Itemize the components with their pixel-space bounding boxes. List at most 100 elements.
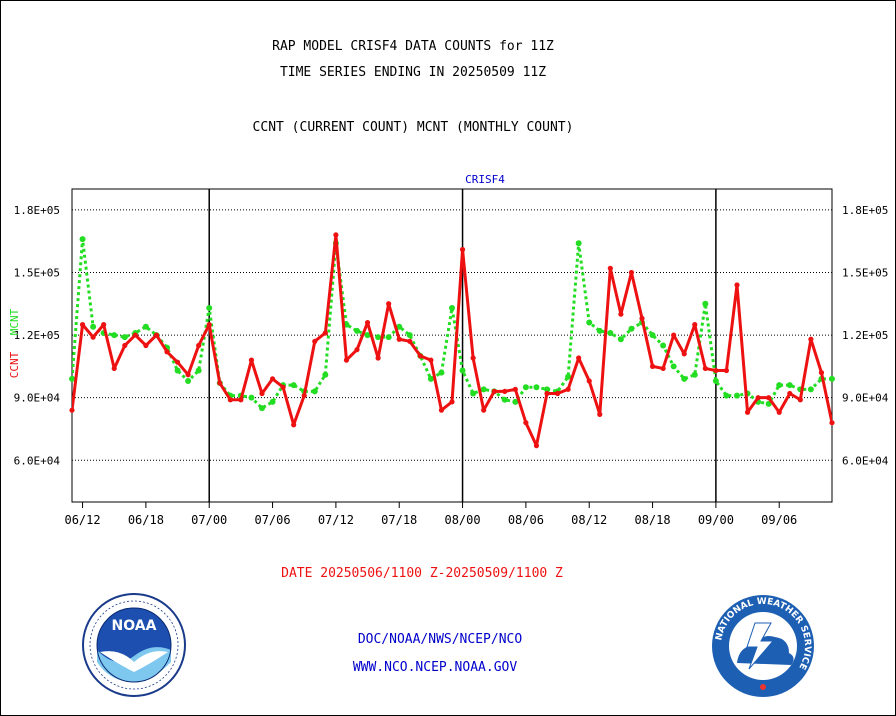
mcnt-point xyxy=(185,377,192,384)
mcnt-point xyxy=(174,367,181,374)
ccnt-point xyxy=(565,386,571,392)
mcnt-point xyxy=(480,386,487,393)
x-tick-label: 07/12 xyxy=(318,513,354,527)
mcnt-point xyxy=(121,334,128,341)
mcnt-point xyxy=(259,405,265,412)
ccnt-point xyxy=(628,269,635,276)
plot-title: CRISF4 xyxy=(465,173,505,186)
mcnt-point xyxy=(522,384,529,391)
mcnt-point xyxy=(385,334,392,341)
ccnt-point xyxy=(343,357,350,363)
ccnt-point xyxy=(481,407,487,413)
ccnt-point xyxy=(280,384,286,390)
ccnt-point xyxy=(79,322,86,328)
ccnt-point xyxy=(607,265,613,271)
x-tick-label: 08/00 xyxy=(444,513,480,527)
y-tick-right: 6.0E+04 xyxy=(842,454,889,467)
ccnt-point xyxy=(523,420,529,426)
y-tick-right: 9.0E+04 xyxy=(842,392,889,405)
mcnt-point xyxy=(459,367,466,374)
mcnt-point xyxy=(807,386,814,393)
ccnt-point xyxy=(396,336,402,342)
url-text[interactable]: WWW.NCO.NCEP.NOAA.GOV xyxy=(352,660,518,675)
mcnt-point xyxy=(712,377,719,384)
ccnt-line xyxy=(72,233,832,448)
mcnt-point xyxy=(734,392,740,399)
y-tick-left: 6.0E+04 xyxy=(14,454,61,467)
mcnt-point xyxy=(565,373,572,380)
mcnt-point xyxy=(290,382,297,389)
ccnt-point xyxy=(238,397,244,403)
mcnt-point xyxy=(449,304,455,311)
mcnt-point xyxy=(702,300,709,307)
x-tick-label: 07/00 xyxy=(191,513,227,527)
ccnt-point xyxy=(364,319,371,326)
mcnt-point xyxy=(660,342,667,349)
mcnt-point xyxy=(206,304,213,311)
ccnt-point xyxy=(692,322,698,328)
ccnt-point xyxy=(787,390,793,397)
ccnt-point xyxy=(818,370,825,376)
mcnt-point xyxy=(586,319,593,326)
title-line-2: TIME SERIES ENDING IN 20250509 11Z xyxy=(279,65,547,80)
ccnt-point xyxy=(776,409,782,415)
mcnt-point xyxy=(438,369,445,376)
x-tick-label: 08/18 xyxy=(634,513,670,527)
ccnt-point xyxy=(766,395,772,401)
mcnt-point xyxy=(544,386,550,393)
mcnt-point xyxy=(533,384,540,391)
ccnt-point xyxy=(533,443,540,449)
mcnt-point xyxy=(354,327,360,334)
ccnt-point xyxy=(829,420,835,426)
mcnt-point xyxy=(111,332,118,339)
ccnt-point xyxy=(723,367,730,374)
ccnt-point xyxy=(269,376,276,382)
ccnt-point xyxy=(713,367,719,374)
ccnt-point xyxy=(407,338,413,344)
mcnt-point xyxy=(142,323,149,330)
y-tick-left: 9.0E+04 xyxy=(14,392,61,405)
noaa-logo: NOAA xyxy=(82,593,186,697)
ccnt-point xyxy=(122,342,128,349)
ccnt-point xyxy=(322,330,328,336)
ccnt-point xyxy=(428,357,434,363)
ccnt-point xyxy=(512,386,518,392)
ccnt-point xyxy=(438,407,445,413)
ccnt-point xyxy=(375,355,381,361)
ccnt-point xyxy=(301,392,307,399)
mcnt-point xyxy=(776,382,783,389)
x-tick-label: 08/12 xyxy=(571,513,607,527)
y-label-mcnt: MCNT xyxy=(8,308,21,335)
mcnt-point xyxy=(501,396,508,403)
ccnt-point xyxy=(649,363,656,369)
ccnt-point xyxy=(291,422,297,428)
mcnt-point xyxy=(90,323,97,330)
y-tick-left: 1.8E+05 xyxy=(14,204,60,217)
mcnt-point xyxy=(670,363,677,370)
date-range: DATE 20250506/1100 Z-20250509/1100 Z xyxy=(281,566,563,581)
org-text: DOC/NOAA/NWS/NCEP/NCO xyxy=(357,632,523,647)
ccnt-point xyxy=(90,334,96,340)
ccnt-point xyxy=(312,338,318,344)
ccnt-point xyxy=(660,365,666,372)
mcnt-point xyxy=(691,371,698,378)
x-tick-label: 08/06 xyxy=(508,513,544,527)
ccnt-point xyxy=(755,395,761,401)
nws-logo: NATIONAL WEATHER SERVICE xyxy=(712,595,814,697)
y-tick-left: 1.2E+05 xyxy=(14,329,60,342)
ccnt-point xyxy=(174,359,181,365)
ccnt-point xyxy=(544,390,550,397)
ccnt-point xyxy=(449,399,455,405)
ccnt-point xyxy=(153,332,160,338)
ccnt-point xyxy=(502,388,508,395)
mcnt-point xyxy=(375,334,382,341)
mcnt-point xyxy=(681,375,688,382)
ccnt-point xyxy=(586,378,592,384)
ccnt-point xyxy=(101,322,107,328)
plot-frame xyxy=(71,188,833,503)
ccnt-point xyxy=(248,357,255,363)
ccnt-point xyxy=(797,397,803,403)
y-tick-right: 1.5E+05 xyxy=(842,266,888,279)
mcnt-point xyxy=(786,382,793,389)
ccnt-point xyxy=(227,397,233,403)
